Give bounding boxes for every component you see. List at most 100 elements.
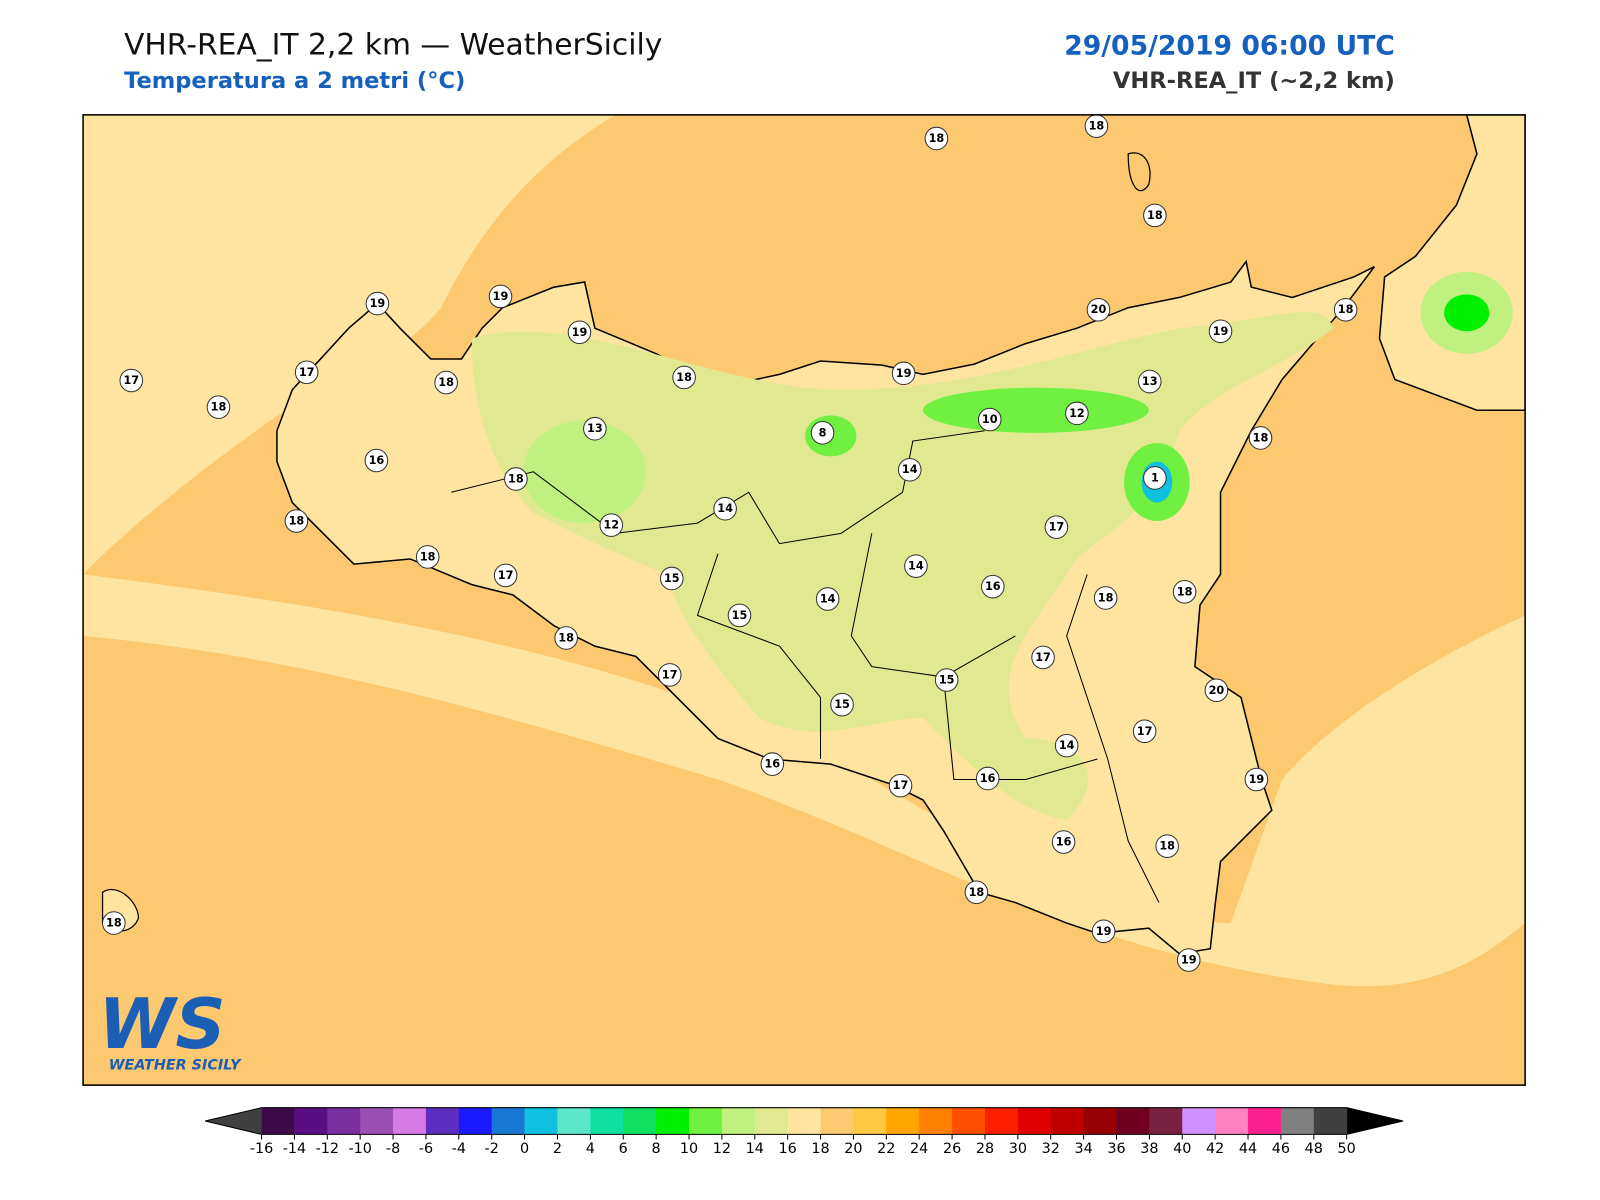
station-marker [657,663,682,687]
station-marker [102,911,126,935]
colorbar-tick-label: 8 [652,1141,661,1157]
station-marker [434,370,458,395]
station-marker [981,574,1005,599]
station-value: 8 [819,426,827,439]
station-marker [567,320,592,345]
station-value: 19 [896,367,912,380]
station-value: 18 [1177,585,1193,598]
station-value: 14 [820,592,836,605]
model-label: VHR-REA_IT (~2,2 km) [1113,68,1395,94]
colorbar-swatch [623,1107,657,1135]
colorbar-swatch [689,1107,723,1135]
station-value: 15 [732,609,748,622]
cool-area [523,420,647,524]
station-marker [713,496,737,521]
colorbar-swatch [261,1107,295,1135]
island [1127,152,1151,192]
station-value: 18 [1089,120,1105,133]
station-value: 19 [1213,325,1229,338]
station-marker [1137,369,1162,394]
station-marker [1244,767,1269,792]
colorbar-tick-label: 10 [680,1141,698,1157]
colorbar-tick-label: 46 [1272,1141,1290,1157]
colorbar-swatch [557,1107,591,1135]
station-marker [672,365,696,390]
colorbar-swatch [1149,1107,1183,1135]
station-marker [1143,203,1167,228]
colorbar-under [205,1107,262,1135]
colorbar-tick-label: 36 [1107,1141,1125,1157]
station-marker [815,587,840,611]
colorbar-swatch [886,1107,920,1135]
colorbar-swatch [524,1107,558,1135]
logo-name: WEATHER SICILY [109,1058,242,1074]
station-value: 16 [980,772,996,785]
colorbar-swatch [491,1107,526,1135]
station-marker [1031,645,1055,670]
station-marker [810,421,835,445]
station-value: 14 [908,560,924,573]
map-frame [82,114,1526,1086]
stations: 18 18 18 19 19 19 17 17 18 18 18 19 20 19 18 13 12 10 8 13 1… [102,114,1358,972]
colorbar-tick-label: -2 [485,1141,499,1157]
colorbar-tick-label: 30 [1009,1141,1027,1157]
colorbar-tick-label: 26 [943,1141,961,1157]
station-marker [964,880,989,905]
station-value: 19 [370,297,386,310]
colorbar-swatch [1182,1107,1216,1135]
station-marker [1051,830,1076,854]
colorbar-over [1346,1107,1404,1135]
colorbar-swatch [1248,1107,1282,1135]
station-value: 14 [1059,739,1075,752]
station-value: 18 [508,472,524,485]
station-value: 18 [289,515,305,528]
station-marker [1132,719,1157,744]
station-marker [1084,114,1109,138]
station-value: 16 [764,758,780,771]
station-marker [493,563,518,588]
station-value: 18 [438,376,454,389]
station-marker [294,360,319,385]
station-marker [1065,401,1089,426]
station-value: 19 [1181,954,1197,967]
colorbar-swatch [853,1107,887,1135]
station-marker [904,554,928,578]
station-marker [554,626,578,650]
station-value: 19 [572,326,588,339]
colorbar-swatch [952,1107,986,1135]
station-value: 13 [587,422,603,435]
station-marker [934,668,959,692]
station-value: 1 [1151,471,1159,484]
colorbar-tick-label: 38 [1140,1141,1158,1157]
station-marker [975,766,1000,791]
station-value: 17 [662,668,678,681]
station-value: 18 [106,917,122,930]
colorbar-tick-label: 12 [713,1141,731,1157]
colorbar-tick-label: -16 [250,1141,273,1157]
station-marker [1086,297,1111,322]
station-value: 19 [1096,925,1112,938]
station-marker [924,126,949,151]
station-value: 18 [1098,591,1114,604]
station-marker [1176,948,1201,972]
colorbar: -16 -14 -12 -10 -8 -6 -4 -2 0 2 4 6 8 10 12 14 16 18 20 22 2… [205,1107,1404,1157]
station-value: 17 [123,374,139,387]
colorbar-swatch [1116,1107,1150,1135]
station-value: 13 [1142,375,1158,388]
station-value: 17 [893,779,909,792]
station-marker [1054,733,1079,758]
station-marker [583,416,607,441]
station-marker [891,361,916,386]
cold-area [1444,294,1490,332]
colorbar-tick-label: 40 [1173,1141,1191,1157]
colorbar-swatch [721,1107,756,1135]
station-marker [727,603,752,628]
station-marker [284,509,309,533]
station-marker [206,395,231,419]
station-value: 15 [834,698,850,711]
colorbar-swatch [1215,1107,1249,1135]
station-value: 12 [603,519,619,532]
station-marker [364,448,389,473]
colorbar-tick-label: -6 [419,1141,433,1157]
